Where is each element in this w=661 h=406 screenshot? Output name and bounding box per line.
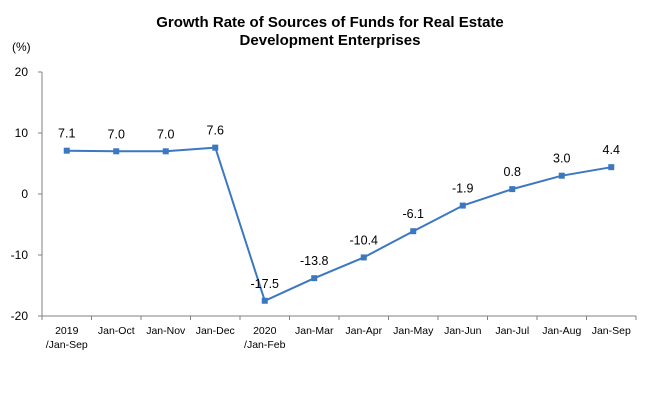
x-tick-label: Jan-Aug — [542, 325, 581, 337]
x-tick-label: Jan-Apr — [345, 325, 382, 337]
data-label: -17.5 — [251, 277, 280, 291]
data-point — [459, 202, 466, 209]
data-label: -1.9 — [452, 182, 474, 196]
data-label: -10.4 — [350, 233, 379, 247]
x-axis: 2019/Jan-Sep Jan-Oct Jan-Nov Jan-Dec 2020/Ja… — [41, 315, 637, 351]
y-axis: 20 10 0 -10 -20 — [11, 65, 43, 323]
chart-title-line: Growth Rate of Sources of Funds for Real… — [156, 14, 504, 31]
x-tick-label: Jan-Jul — [495, 325, 529, 337]
chart-title: Growth Rate of Sources of Funds for Real… — [156, 14, 504, 49]
x-tick-label: 2019/Jan-Sep — [46, 325, 88, 351]
data-point — [608, 164, 615, 171]
y-tick-label: -20 — [11, 309, 29, 323]
data-label: 4.4 — [603, 143, 620, 157]
x-tick-label: Jan-Oct — [98, 325, 135, 337]
x-tick-label: Jan-Dec — [196, 325, 235, 337]
x-tick-label: Jan-Sep — [592, 325, 631, 337]
data-point — [558, 172, 565, 179]
data-label: 7.6 — [207, 124, 224, 138]
data-label: 3.0 — [553, 152, 570, 166]
data-labels: 7.1 7.0 7.0 7.6 -17.5 -13.8 -10.4 -6.1 -1.9 0.8 3.… — [58, 124, 620, 291]
y-tick-label: 0 — [21, 187, 28, 201]
y-tick-label: 10 — [15, 126, 29, 140]
x-tick-label: 2020/Jan-Feb — [244, 325, 286, 351]
data-point — [360, 254, 367, 261]
data-point — [410, 228, 417, 235]
series-line — [66, 146, 612, 302]
data-point — [162, 148, 169, 155]
x-tick-label: Jan-Jun — [444, 325, 482, 337]
y-tick-label: -10 — [11, 248, 29, 262]
chart-title-line: Development Enterprises — [240, 32, 421, 49]
y-axis-unit-label: (%) — [12, 40, 31, 54]
data-point — [261, 297, 268, 304]
data-point — [311, 275, 318, 282]
data-point — [509, 186, 516, 193]
data-label: -13.8 — [300, 254, 329, 268]
data-label: 7.0 — [157, 127, 174, 141]
series-points — [63, 144, 615, 304]
data-point — [212, 144, 219, 151]
data-label: 7.0 — [108, 127, 125, 141]
x-tick-label: Jan-Mar — [295, 325, 334, 337]
x-tick-label: Jan-Nov — [146, 325, 186, 337]
x-tick-label: Jan-May — [393, 325, 434, 337]
data-point — [63, 147, 70, 154]
y-tick-label: 20 — [15, 65, 29, 79]
series-polyline — [66, 146, 612, 302]
data-label: 0.8 — [504, 165, 521, 179]
data-point — [113, 148, 120, 155]
data-label: 7.1 — [58, 127, 75, 141]
data-label: -6.1 — [402, 207, 424, 221]
